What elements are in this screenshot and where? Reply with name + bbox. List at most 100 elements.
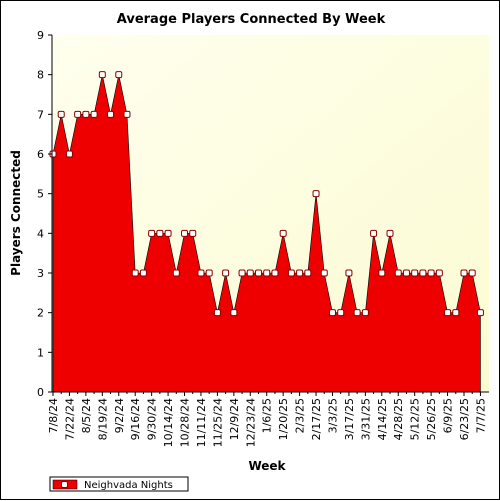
data-markers [49, 71, 484, 317]
data-point [279, 229, 287, 237]
x-tick-label: 5/12/25 [409, 398, 422, 440]
x-tick-label: 11/25/24 [211, 398, 224, 447]
y-tick-label: 3 [37, 267, 44, 280]
data-point [156, 229, 164, 237]
x-tick-label: 1/20/25 [277, 398, 290, 440]
y-axis-title: Players Connected [9, 150, 23, 276]
data-point [386, 229, 394, 237]
y-tick-label: 9 [37, 29, 44, 42]
data-point [115, 71, 123, 79]
data-point [57, 110, 65, 118]
x-tick-label: 10/14/24 [162, 398, 175, 447]
data-point [172, 269, 180, 277]
y-tick-label: 4 [37, 227, 44, 240]
data-point [419, 269, 427, 277]
x-tick-label: 11/11/24 [195, 398, 208, 447]
data-point [246, 269, 254, 277]
x-tick-label: 8/5/24 [80, 398, 93, 433]
data-point [271, 269, 279, 277]
y-tick-label: 1 [37, 346, 44, 359]
legend-marker [61, 481, 68, 488]
data-point [238, 269, 246, 277]
data-point [296, 269, 304, 277]
data-point [452, 309, 460, 317]
chart-title: Average Players Connected By Week [117, 12, 386, 27]
y-tick-label: 8 [37, 69, 44, 82]
data-point [230, 309, 238, 317]
data-point [139, 269, 147, 277]
data-point [222, 269, 230, 277]
data-point [181, 229, 189, 237]
data-point [131, 269, 139, 277]
data-point [107, 110, 115, 118]
legend-box [49, 476, 189, 492]
x-tick-label: 5/26/25 [425, 398, 438, 440]
x-tick-label: 7/8/24 [47, 398, 60, 433]
y-tick-label: 2 [37, 307, 44, 320]
x-tick-label: 3/31/25 [359, 398, 372, 440]
x-tick-label: 9/2/24 [113, 398, 126, 433]
x-tick-label: 9/30/24 [146, 398, 159, 440]
x-tick-label: 12/9/24 [228, 398, 241, 440]
data-point [468, 269, 476, 277]
data-point [328, 309, 336, 317]
data-point [65, 150, 73, 158]
x-tick-label: 4/14/25 [376, 398, 389, 440]
legend: Neighvada Nights [49, 476, 189, 492]
data-point [411, 269, 419, 277]
x-axis-title: Week [248, 459, 286, 473]
data-point [337, 309, 345, 317]
data-point [353, 309, 361, 317]
x-tick-label: 6/23/25 [458, 398, 471, 440]
x-axis-ticks: 7/8/24 7/22/24 8/5/24 8/19/24 9/2/24 9/16/24 9… [47, 392, 487, 447]
y-tick-label: 7 [37, 108, 44, 121]
data-point [74, 110, 82, 118]
x-tick-label: 3/3/25 [326, 398, 339, 433]
x-tick-label: 3/17/25 [343, 398, 356, 440]
data-point [123, 110, 131, 118]
data-point [82, 110, 90, 118]
data-point [402, 269, 410, 277]
data-point [189, 229, 197, 237]
data-point [164, 229, 172, 237]
data-point [320, 269, 328, 277]
data-point [312, 190, 320, 198]
y-tick-label: 5 [37, 188, 44, 201]
x-tick-label: 1/6/25 [261, 398, 274, 433]
data-point [378, 269, 386, 277]
data-point [444, 309, 452, 317]
data-point [213, 309, 221, 317]
x-tick-label: 4/28/25 [392, 398, 405, 440]
data-point [148, 229, 156, 237]
x-tick-label: 8/19/24 [96, 398, 109, 440]
y-axis-ticks: 0 1 2 3 4 5 6 7 8 9 [37, 29, 52, 399]
data-point [205, 269, 213, 277]
data-point [394, 269, 402, 277]
data-point [345, 269, 353, 277]
data-point [304, 269, 312, 277]
data-point [361, 309, 369, 317]
x-tick-label: 6/9/25 [442, 398, 455, 433]
x-tick-label: 2/17/25 [310, 398, 323, 440]
data-point [287, 269, 295, 277]
y-tick-label: 6 [37, 148, 44, 161]
x-tick-label: 2/3/25 [294, 398, 307, 433]
data-point [98, 71, 106, 79]
y-tick-label: 0 [37, 386, 44, 399]
x-tick-label: 7/22/24 [63, 398, 76, 440]
data-point [427, 269, 435, 277]
data-point [370, 229, 378, 237]
data-point [435, 269, 443, 277]
x-tick-label: 10/28/24 [179, 398, 192, 447]
data-point [460, 269, 468, 277]
data-point [197, 269, 205, 277]
x-tick-label: 9/16/24 [129, 398, 142, 440]
legend-label: Neighvada Nights [84, 480, 173, 491]
data-point [476, 309, 484, 317]
data-point [263, 269, 271, 277]
x-tick-label: 12/23/24 [244, 398, 257, 447]
data-point [255, 269, 262, 277]
data-point [90, 110, 98, 118]
